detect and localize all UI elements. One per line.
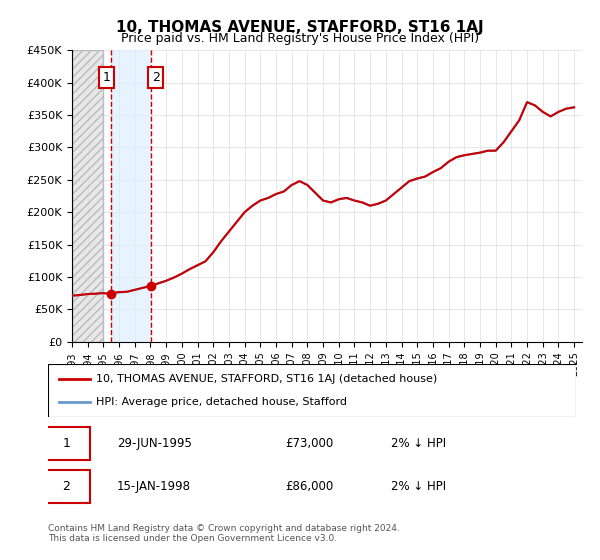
Text: £73,000: £73,000 xyxy=(286,437,334,450)
Text: 10, THOMAS AVENUE, STAFFORD, ST16 1AJ: 10, THOMAS AVENUE, STAFFORD, ST16 1AJ xyxy=(116,20,484,35)
Text: 1: 1 xyxy=(62,437,70,450)
FancyBboxPatch shape xyxy=(43,470,90,503)
Text: Contains HM Land Registry data © Crown copyright and database right 2024.
This d: Contains HM Land Registry data © Crown c… xyxy=(48,524,400,543)
Text: 2: 2 xyxy=(152,71,160,84)
Bar xyxy=(72,50,103,342)
Bar xyxy=(111,50,151,342)
Text: HPI: Average price, detached house, Stafford: HPI: Average price, detached house, Staf… xyxy=(95,397,347,407)
Text: 2% ↓ HPI: 2% ↓ HPI xyxy=(391,437,446,450)
Text: 1: 1 xyxy=(103,71,110,84)
Text: 15-JAN-1998: 15-JAN-1998 xyxy=(116,480,191,493)
Text: 10, THOMAS AVENUE, STAFFORD, ST16 1AJ (detached house): 10, THOMAS AVENUE, STAFFORD, ST16 1AJ (d… xyxy=(95,374,437,384)
FancyBboxPatch shape xyxy=(43,427,90,460)
Text: £86,000: £86,000 xyxy=(286,480,334,493)
Text: 2% ↓ HPI: 2% ↓ HPI xyxy=(391,480,446,493)
Text: 2: 2 xyxy=(62,480,70,493)
Text: Price paid vs. HM Land Registry's House Price Index (HPI): Price paid vs. HM Land Registry's House … xyxy=(121,32,479,45)
FancyBboxPatch shape xyxy=(48,364,576,417)
Text: 29-JUN-1995: 29-JUN-1995 xyxy=(116,437,191,450)
Bar xyxy=(72,50,103,342)
